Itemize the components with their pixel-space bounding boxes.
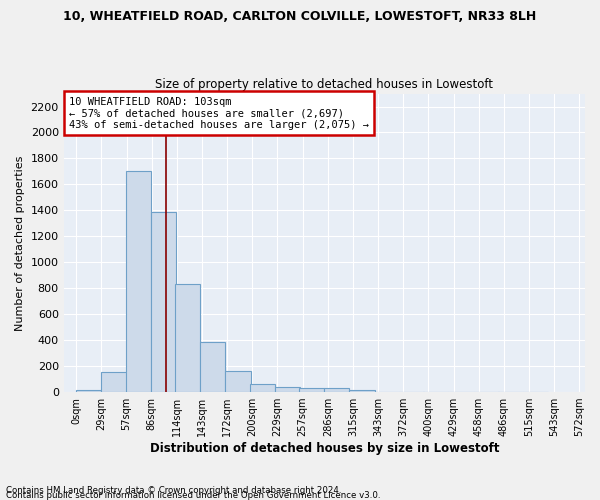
Bar <box>200 342 226 392</box>
Bar <box>101 372 127 392</box>
Bar <box>349 390 374 392</box>
Title: Size of property relative to detached houses in Lowestoft: Size of property relative to detached ho… <box>155 78 493 91</box>
Bar <box>250 384 275 392</box>
Bar <box>125 172 151 392</box>
Bar <box>151 212 176 392</box>
Bar <box>175 284 200 392</box>
Bar <box>325 388 349 392</box>
X-axis label: Distribution of detached houses by size in Lowestoft: Distribution of detached houses by size … <box>149 442 499 455</box>
Text: 10, WHEATFIELD ROAD, CARLTON COLVILLE, LOWESTOFT, NR33 8LH: 10, WHEATFIELD ROAD, CARLTON COLVILLE, L… <box>64 10 536 23</box>
Bar <box>299 388 325 392</box>
Text: Contains public sector information licensed under the Open Government Licence v3: Contains public sector information licen… <box>6 491 380 500</box>
Text: 10 WHEATFIELD ROAD: 103sqm
← 57% of detached houses are smaller (2,697)
43% of s: 10 WHEATFIELD ROAD: 103sqm ← 57% of deta… <box>69 96 369 130</box>
Bar <box>275 387 300 392</box>
Y-axis label: Number of detached properties: Number of detached properties <box>15 155 25 330</box>
Bar <box>76 390 101 392</box>
Bar <box>226 370 251 392</box>
Text: Contains HM Land Registry data © Crown copyright and database right 2024.: Contains HM Land Registry data © Crown c… <box>6 486 341 495</box>
